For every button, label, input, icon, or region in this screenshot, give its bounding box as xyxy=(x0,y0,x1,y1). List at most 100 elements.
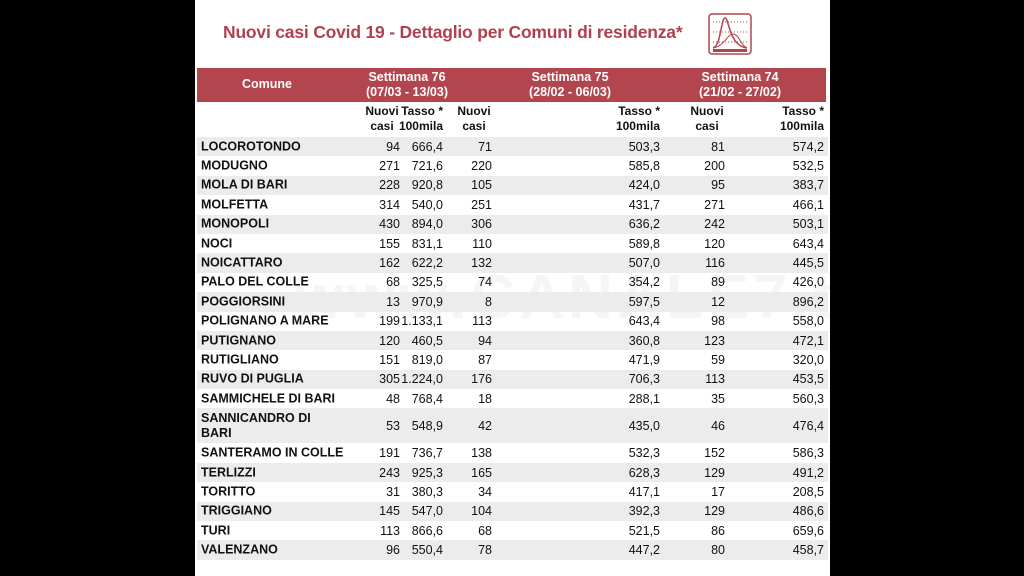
tasso-value: 819,0 xyxy=(411,352,443,367)
tasso-value: 659,6 xyxy=(792,523,824,538)
page-title: Nuovi casi Covid 19 - Dettaglio per Comu… xyxy=(223,22,683,42)
comune-name: MONOPOLI xyxy=(201,216,270,231)
tasso-value: 383,7 xyxy=(792,178,824,193)
tasso-value: 547,0 xyxy=(411,504,443,519)
nuovi-casi-value: 18 xyxy=(478,391,492,406)
tasso-value: 354,2 xyxy=(628,275,660,290)
tasso-value: 560,3 xyxy=(792,391,824,406)
tasso-value: 643,4 xyxy=(792,236,824,251)
comune-name: PUTIGNANO xyxy=(201,333,276,348)
comune-name: RUVO DI PUGLIA xyxy=(201,371,304,386)
week-range: (07/03 - 13/03) xyxy=(366,85,448,99)
tasso-value: 472,1 xyxy=(792,333,824,348)
nuovi-casi-value: 162 xyxy=(379,256,400,271)
subheader-nuovi-casi: Nuovi casi xyxy=(456,104,492,134)
table-row: SANTERAMO IN COLLE 191 736,7 138 532,3 152 586… xyxy=(197,443,828,462)
comune-name: POLIGNANO A MARE xyxy=(201,313,329,328)
nuovi-casi-value: 152 xyxy=(704,446,725,461)
nuovi-casi-value: 78 xyxy=(478,543,492,558)
nuovi-casi-value: 306 xyxy=(471,217,492,232)
table-row: MOLFETTA 314 540,0 251 431,7 271 466,1 xyxy=(197,195,828,214)
table-row: MOLA DI BARI 228 920,8 105 424,0 95 383,7 xyxy=(197,175,828,196)
nuovi-casi-value: 17 xyxy=(711,484,725,499)
tasso-value: 426,0 xyxy=(792,275,824,290)
tasso-value: 866,6 xyxy=(411,523,443,538)
epidemic-curve-chart-icon xyxy=(708,13,752,55)
subheader-nuovi-casi: Nuovi casi xyxy=(364,104,400,134)
nuovi-casi-value: 71 xyxy=(478,139,492,154)
nuovi-casi-value: 94 xyxy=(478,333,492,348)
header-week-76: Settimana 76 (07/03 - 13/03) xyxy=(327,70,487,100)
nuovi-casi-value: 104 xyxy=(471,504,492,519)
table-row: RUTIGLIANO 151 819,0 87 471,9 59 320,0 xyxy=(197,350,828,369)
tasso-value: 597,5 xyxy=(628,294,660,309)
comune-name: SAMMICHELE DI BARI xyxy=(201,391,336,406)
nuovi-casi-value: 46 xyxy=(711,418,725,433)
table-row: PALO DEL COLLE 68 325,5 74 354,2 89 426,0 xyxy=(197,273,828,292)
tasso-value: 466,1 xyxy=(792,197,824,212)
tasso-value: 548,9 xyxy=(411,418,443,433)
nuovi-casi-value: 271 xyxy=(379,159,400,174)
subheader-line: casi xyxy=(370,119,394,133)
header-week-75: Settimana 75 (28/02 - 06/03) xyxy=(490,70,650,100)
tasso-value: 445,5 xyxy=(792,256,824,271)
nuovi-casi-value: 138 xyxy=(471,446,492,461)
tasso-value: 507,0 xyxy=(628,256,660,271)
tasso-value: 540,0 xyxy=(411,197,443,212)
nuovi-casi-value: 53 xyxy=(386,418,400,433)
table-row: TRIGGIANO 145 547,0 104 392,3 129 486,6 xyxy=(197,501,828,522)
tasso-value: 574,2 xyxy=(792,139,824,154)
tasso-value: 896,2 xyxy=(792,294,824,309)
subheader-line: 100mila xyxy=(779,119,824,133)
subheader-tasso-100mila: Tasso * 100mila xyxy=(373,104,443,134)
nuovi-casi-value: 59 xyxy=(711,352,725,367)
tasso-value: 622,2 xyxy=(411,256,443,271)
table-row: MONOPOLI 430 894,0 306 636,2 242 503,1 xyxy=(197,214,828,234)
tasso-value: 491,2 xyxy=(792,465,824,480)
tasso-value: 521,5 xyxy=(628,523,660,538)
tasso-value: 721,6 xyxy=(411,159,443,174)
nuovi-casi-value: 314 xyxy=(379,197,400,212)
tasso-value: 325,5 xyxy=(411,275,443,290)
table-row: SANNICANDRO DI BARI 53 548,9 42 435,0 46 476,4 xyxy=(197,408,828,444)
week-label: Settimana 76 xyxy=(368,70,446,84)
nuovi-casi-value: 48 xyxy=(386,391,400,406)
subheader-line: Tasso * xyxy=(618,104,660,118)
comune-name: TORITTO xyxy=(201,484,256,499)
tasso-value: 736,7 xyxy=(411,446,443,461)
subheader-nuovi-casi: Nuovi casi xyxy=(689,104,725,134)
tasso-value: 585,8 xyxy=(628,159,660,174)
tasso-value: 628,3 xyxy=(628,465,660,480)
nuovi-casi-value: 120 xyxy=(704,236,725,251)
table-row: POLIGNANO A MARE 199 1.133,1 113 643,4 98 558,… xyxy=(197,312,828,331)
week-range: (28/02 - 06/03) xyxy=(529,85,611,99)
header-week-74: Settimana 74 (21/02 - 27/02) xyxy=(660,70,820,100)
comune-name: NOICATTARO xyxy=(201,255,283,270)
tasso-value: 920,8 xyxy=(411,178,443,193)
subheader-line: 100mila xyxy=(615,119,660,133)
tasso-value: 447,2 xyxy=(628,543,660,558)
nuovi-casi-value: 89 xyxy=(711,275,725,290)
nuovi-casi-value: 191 xyxy=(379,446,400,461)
table-row: MODUGNO 271 721,6 220 585,8 200 532,5 xyxy=(197,156,828,175)
comune-name: SANTERAMO IN COLLE xyxy=(201,445,344,460)
nuovi-casi-value: 8 xyxy=(485,294,492,309)
table-header: Comune Settimana 76 (07/03 - 13/03) Sett… xyxy=(197,68,826,102)
nuovi-casi-value: 145 xyxy=(379,504,400,519)
tasso-value: 1.133,1 xyxy=(401,314,443,329)
nuovi-casi-value: 86 xyxy=(711,523,725,538)
report-page: Nuovi casi Covid 19 - Dettaglio per Comu… xyxy=(195,0,830,576)
tasso-value: 431,7 xyxy=(628,197,660,212)
tasso-value: 476,4 xyxy=(792,418,824,433)
tasso-value: 532,5 xyxy=(792,159,824,174)
nuovi-casi-value: 165 xyxy=(471,465,492,480)
tasso-value: 706,3 xyxy=(628,372,660,387)
table-row: NOCI 155 831,1 110 589,8 120 643,4 xyxy=(197,234,828,253)
tasso-value: 925,3 xyxy=(411,465,443,480)
week-label: Settimana 74 xyxy=(701,70,779,84)
comune-name: RUTIGLIANO xyxy=(201,352,279,367)
comune-name: TRIGGIANO xyxy=(201,503,272,518)
comune-name: POGGIORSINI xyxy=(201,294,286,309)
nuovi-casi-value: 68 xyxy=(386,275,400,290)
nuovi-casi-value: 31 xyxy=(386,484,400,499)
